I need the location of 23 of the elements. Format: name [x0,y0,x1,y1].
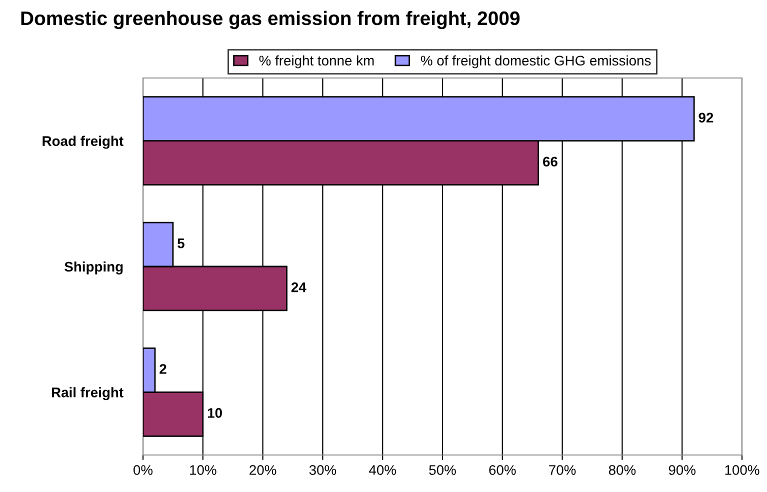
x-tick-label: 40% [369,465,396,475]
x-tick-label: 10% [190,465,216,475]
x-tick-label: 70% [549,465,576,475]
data-label: 5 [178,238,184,248]
data-label: 24 [291,282,306,292]
y-tick-label: Road freight [42,136,124,149]
legend-label: % of freight domestic GHG emissions [420,55,651,68]
y-tick-label: Rail freight [52,387,124,400]
x-tick-label: 80% [608,465,636,475]
y-tick-label: Shipping [64,261,123,274]
legend-label: % freight tonne km [259,55,374,68]
x-tick-label: 0% [134,465,153,475]
x-tick-label: 90% [668,465,696,475]
x-tick-label: 60% [489,465,516,475]
x-tick-label: 30% [309,465,336,475]
data-label: 2 [160,364,166,374]
chart-title: Domestic greenhouse gas emission from freight, 2009 [21,10,520,30]
data-label: 10 [208,408,222,418]
x-tick-label: 100% [725,465,760,475]
data-label: 66 [543,156,558,167]
data-label: 92 [698,112,714,123]
x-tick-label: 50% [429,465,456,475]
x-tick-label: 20% [250,465,276,475]
